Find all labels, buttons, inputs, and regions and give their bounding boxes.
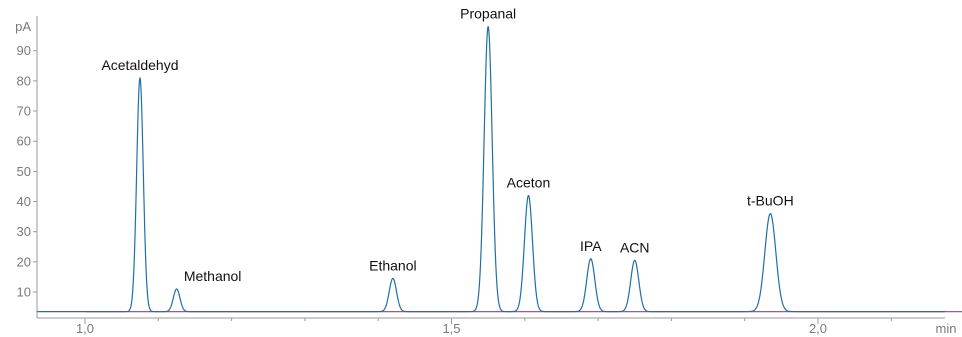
y-tick-label: 30 [17,224,31,239]
y-tick-label: 20 [17,254,31,269]
x-tick-label: 1,0 [76,321,94,336]
y-tick-label: 80 [17,73,31,88]
y-axis-unit-label: pA [15,19,31,34]
y-tick-label: 10 [17,285,31,300]
y-tick-label: 90 [17,43,31,58]
peak-label-aceton: Aceton [507,174,551,190]
x-tick-label: 2,0 [809,321,827,336]
peak-label-ethanol: Ethanol [369,257,416,273]
peak-label-propanal: Propanal [460,6,516,22]
peak-label-t-buoh: t-BuOH [747,193,794,209]
peak-label-methanol: Methanol [184,268,242,284]
peak-label-ipa: IPA [580,238,602,254]
chromatogram-trace [37,25,946,313]
x-tick-label: 1,5 [442,321,460,336]
y-tick-label: 60 [17,134,31,149]
y-tick-label: 50 [17,164,31,179]
x-axis-unit-label: min [936,321,957,336]
peak-label-acn: ACN [620,239,650,255]
y-tick-label: 40 [17,194,31,209]
peak-label-acetaldehyd: Acetaldehyd [101,57,178,73]
y-tick-label: 70 [17,104,31,119]
